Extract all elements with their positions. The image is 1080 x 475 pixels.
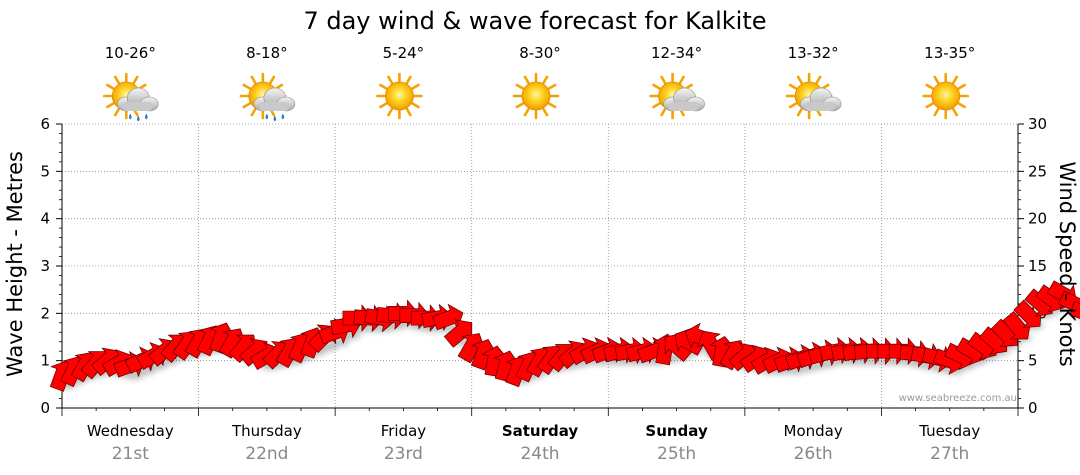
cloud-sun-icon (649, 72, 705, 120)
day-name: Thursday (231, 422, 302, 440)
y2-axis-label: Wind Speed - Knots (1055, 161, 1079, 366)
y2-tick-label: 15 (1028, 257, 1047, 275)
wind-arrows (49, 280, 1080, 392)
y-tick-label: 6 (40, 115, 50, 133)
sun-icon (922, 72, 970, 120)
day-temp-range: 8-18° (246, 44, 288, 62)
weather-row: 10-26° 8-18° 5-24° 8-30° 12-34° 13-32° 13-35° (102, 44, 975, 122)
day-date: 21st (112, 444, 149, 464)
y-tick-label: 4 (40, 210, 50, 228)
y-tick-label: 5 (40, 162, 50, 180)
y-axis-label: Wave Height - Metres (3, 151, 27, 377)
day-name: Friday (381, 422, 427, 440)
rain-cloud-sun-icon (102, 72, 159, 122)
day-temp-range: 13-32° (788, 44, 839, 62)
y2-tick-label: 0 (1028, 399, 1038, 417)
wind-arrow (443, 319, 473, 348)
day-name: Monday (784, 422, 843, 440)
day-date: 24th (520, 444, 559, 464)
y2-tick-label: 25 (1028, 162, 1047, 180)
y2-tick-label: 5 (1028, 352, 1038, 370)
y2-tick-label: 20 (1028, 210, 1047, 228)
y2-tick-label: 30 (1028, 115, 1047, 133)
day-date: 25th (657, 444, 696, 464)
day-date: 23rd (384, 444, 423, 464)
day-temp-range: 8-30° (519, 44, 561, 62)
cloud-sun-icon (785, 72, 842, 120)
y-tick-label: 0 (40, 399, 50, 417)
chart-title: 7 day wind & wave forecast for Kalkite (303, 7, 766, 35)
day-temp-range: 13-35° (924, 44, 975, 62)
wind-arrow (1069, 301, 1080, 328)
wind-arrow (1013, 299, 1042, 329)
day-labels: Wednesday 21st Thursday 22nd Friday 23rd Satur… (87, 422, 980, 464)
credit-text: www.seabreeze.com.au (899, 393, 1017, 404)
axes: 0123456051015202530 (40, 115, 1047, 417)
rain-cloud-sun-icon (239, 72, 296, 122)
sun-icon (376, 72, 423, 120)
day-date: 27th (930, 444, 969, 464)
day-name: Tuesday (918, 422, 980, 440)
day-date: 26th (794, 444, 833, 464)
day-temp-range: 10-26° (105, 44, 156, 62)
day-name: Wednesday (87, 422, 174, 440)
day-date: 22nd (245, 444, 288, 464)
day-name: Sunday (645, 422, 708, 440)
day-name: Saturday (502, 422, 579, 440)
y-tick-label: 3 (40, 257, 50, 275)
day-temp-range: 5-24° (383, 44, 425, 62)
y-tick-label: 2 (40, 304, 50, 322)
day-temp-range: 12-34° (651, 44, 702, 62)
grid (62, 123, 1018, 408)
sun-icon (512, 72, 560, 120)
y-tick-label: 1 (40, 352, 50, 370)
